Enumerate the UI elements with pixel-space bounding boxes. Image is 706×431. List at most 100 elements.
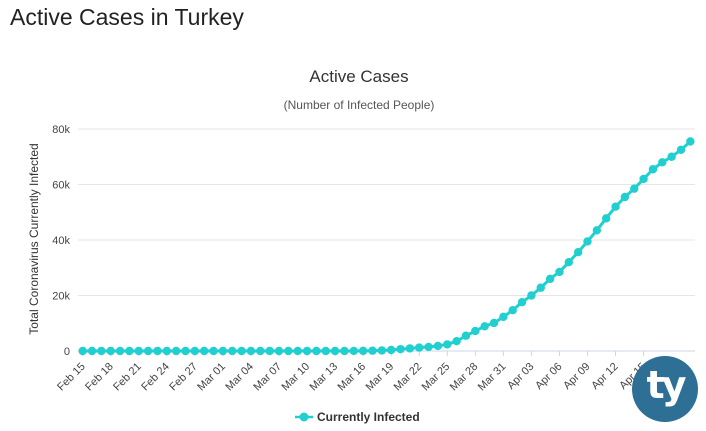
data-point (424, 342, 433, 352)
data-point (162, 346, 172, 356)
data-point (115, 346, 125, 356)
data-point (527, 291, 536, 300)
brand-logo: ty (632, 356, 698, 422)
data-point (237, 346, 246, 356)
data-point (153, 346, 162, 356)
data-point (658, 158, 667, 167)
data-point (639, 174, 648, 184)
data-point (228, 346, 237, 356)
data-point (274, 346, 284, 356)
data-point (321, 346, 330, 356)
x-tick-label: Mar 19 (364, 361, 397, 394)
x-tick-label: Mar 25 (420, 361, 453, 394)
data-point (265, 346, 274, 356)
data-point (78, 346, 87, 356)
legend[interactable]: Currently Infected (295, 410, 420, 424)
data-point (106, 346, 115, 356)
data-point (143, 346, 153, 356)
x-tick-label: Mar 13 (308, 361, 341, 394)
y-tick-label: 40k (52, 235, 70, 247)
data-point (190, 346, 200, 356)
data-point (611, 202, 620, 211)
x-tick-label: Mar 28 (448, 361, 481, 394)
data-point (134, 346, 143, 356)
data-point (312, 346, 321, 356)
x-tick-label: Mar 31 (476, 361, 509, 394)
y-tick-label: 60k (52, 180, 70, 192)
data-point (564, 258, 573, 267)
x-tick-label: Mar 01 (195, 361, 228, 394)
data-point (555, 267, 564, 277)
chart-subtitle: (Number of Infected People) (284, 98, 435, 112)
x-tick-label: Mar 04 (223, 361, 256, 394)
data-point (686, 137, 695, 146)
data-point (171, 346, 181, 356)
data-point (125, 346, 134, 356)
x-tick-label: Apr 12 (589, 361, 620, 392)
x-tick-label: Apr 09 (561, 361, 592, 392)
data-point (386, 345, 396, 355)
data-point (573, 248, 583, 257)
data-point (97, 346, 106, 356)
data-point (592, 226, 602, 235)
x-tick-label: Feb 15 (55, 361, 88, 394)
data-point (452, 337, 461, 346)
y-axis-ticks: 0 20k 40k 60k 80k (52, 124, 70, 358)
data-point (218, 346, 228, 356)
data-point (508, 306, 517, 315)
data-point (368, 346, 377, 355)
data-point (405, 344, 415, 353)
data-point (200, 346, 209, 356)
data-point (246, 346, 256, 356)
data-point (302, 346, 312, 356)
data-point (415, 343, 424, 352)
data-point (340, 346, 349, 356)
data-point (536, 283, 545, 292)
x-tick-label: Mar 22 (392, 361, 425, 394)
x-tick-label: Mar 16 (336, 361, 369, 394)
data-point (499, 312, 508, 322)
data-point (667, 152, 676, 161)
data-point (396, 344, 405, 354)
x-tick-label: Mar 10 (279, 361, 312, 394)
data-point (433, 341, 443, 351)
data-point (293, 346, 302, 356)
data-point (209, 346, 218, 356)
data-point (630, 184, 639, 193)
data-point (349, 346, 358, 356)
logo-text: ty (646, 363, 687, 407)
chart-title: Active Cases (309, 67, 408, 86)
legend-label: Currently Infected (317, 410, 420, 424)
legend-marker-icon (299, 412, 309, 422)
data-point (480, 322, 489, 331)
data-point (358, 346, 368, 356)
x-tick-label: Feb 24 (139, 361, 172, 394)
page-heading: Active Cases in Turkey (10, 4, 244, 30)
data-point (181, 346, 190, 356)
grid-lines (78, 128, 695, 352)
data-point (517, 297, 527, 307)
y-tick-label: 80k (52, 124, 70, 136)
data-point (443, 340, 452, 349)
data-point (676, 145, 686, 155)
x-tick-label: Apr 06 (533, 361, 564, 392)
data-point (471, 326, 480, 336)
y-tick-label: 20k (52, 291, 70, 303)
x-tick-label: Feb 18 (83, 361, 116, 394)
data-point (87, 346, 97, 356)
data-point (377, 346, 387, 355)
y-axis-label: Total Coronavirus Currently Infected (27, 143, 41, 334)
x-tick-label: Mar 07 (251, 361, 284, 394)
data-point (620, 192, 630, 202)
x-tick-label: Feb 21 (111, 361, 144, 394)
series-line (82, 140, 692, 353)
data-point (330, 346, 340, 356)
y-tick-label: 0 (64, 346, 70, 358)
data-point (461, 331, 471, 340)
data-point (601, 214, 611, 223)
data-point (545, 274, 555, 284)
series-currently-infected (78, 137, 695, 356)
x-tick-label: Feb 27 (167, 361, 200, 394)
